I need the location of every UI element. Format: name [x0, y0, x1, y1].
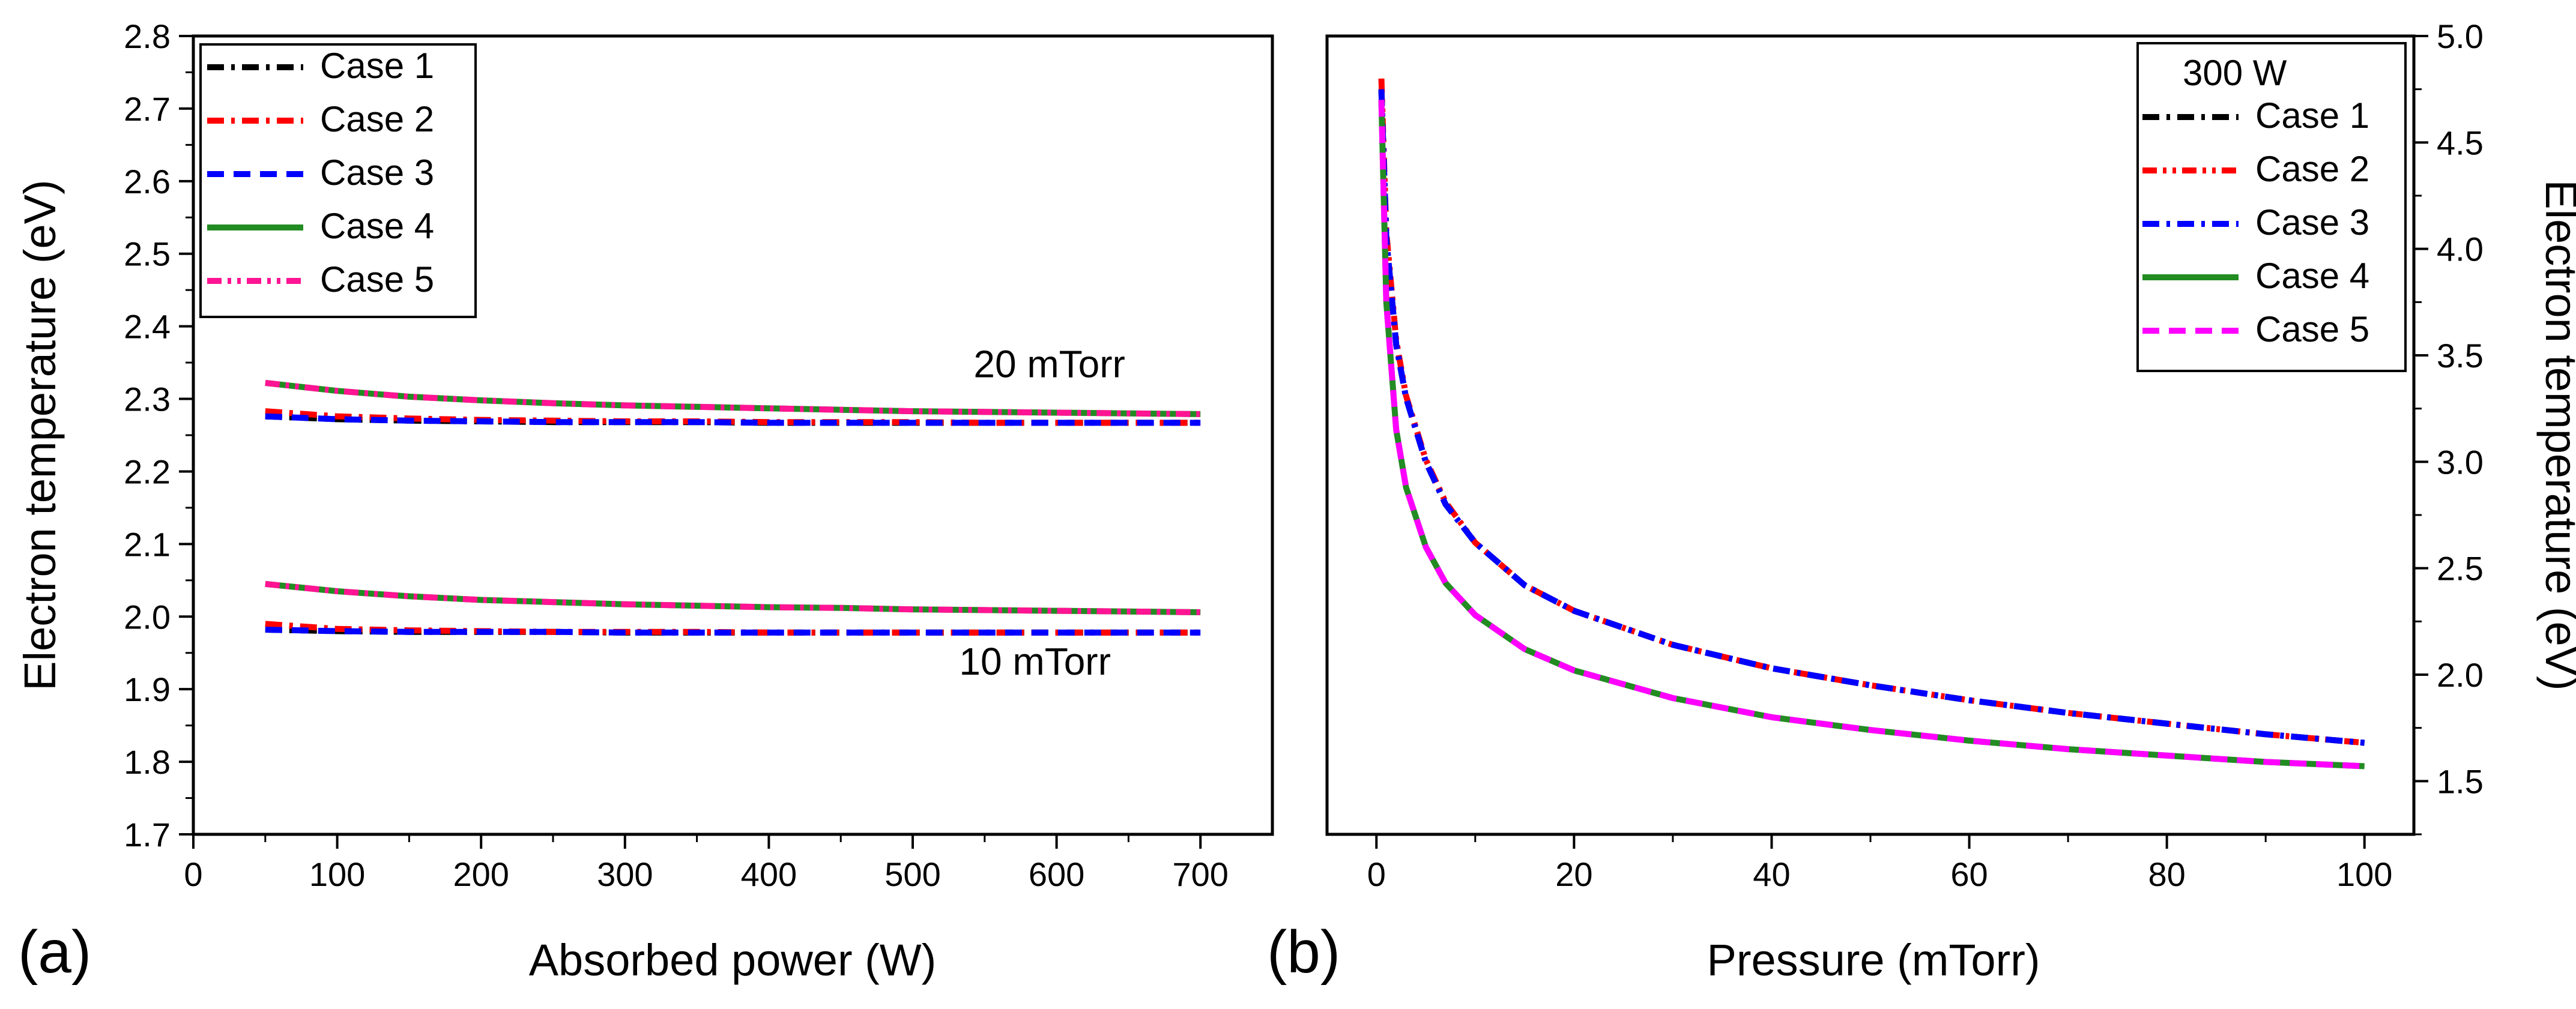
x-tick-label: 700: [1172, 855, 1228, 893]
legend-label-b-case-1: Case 1: [2255, 95, 2369, 136]
panel-a-legend: Case 1 Case 2 Case 3 Case 4 Case 5: [199, 43, 477, 318]
panel-a-series-group: [265, 379, 1201, 636]
x-tick-label: 0: [184, 855, 202, 893]
legend-label-a-case-1: Case 1: [320, 46, 434, 86]
series-line-a-case-3-10-mtorr: [265, 627, 1201, 636]
panel-b-label: (b): [1267, 918, 1340, 986]
annotation-10-mtorr: 10 mTorr: [959, 640, 1111, 683]
x-tick-label: 400: [741, 855, 797, 893]
legend-label-a-case-5: Case 5: [320, 259, 434, 300]
y-tick-label: 2.3: [124, 381, 171, 418]
x-tick-label: 0: [1367, 855, 1386, 893]
y-tick-label: 2.5: [124, 235, 171, 273]
panel-b-legend: 300 W Case 1 Case 2 Case 3 Case 4 Case 5: [2136, 42, 2407, 372]
panel-b-legend-box: [2136, 42, 2407, 372]
legend-label-a-case-3: Case 3: [320, 152, 434, 193]
y-tick-label: 2.1: [124, 525, 171, 563]
y-tick-label: 1.7: [124, 816, 171, 854]
x-tick-label: 300: [597, 855, 653, 893]
panel-a-chart: 0 100 200 300 400 500 600 700 1.7 1.8 1.9 2.0 2.1 2.…: [15, 17, 1274, 986]
x-tick-label: 60: [1950, 855, 1988, 893]
legend-label-b-case-4: Case 4: [2255, 256, 2369, 296]
panel-a-ylabel: Electron temperature (eV): [15, 179, 65, 690]
y-tick-label: 2.7: [124, 90, 171, 128]
series-line-b-case-3: [1378, 89, 2365, 746]
y-tick-label: 2.8: [124, 17, 171, 55]
x-tick-label: 200: [453, 855, 509, 893]
series-line-a-case-5-20-mtorr: [265, 379, 1201, 417]
panel-b-legend-title: 300 W: [2183, 53, 2287, 93]
y-tick-label: 5.0: [2437, 17, 2484, 55]
series-line-a-case-3-20-mtorr: [265, 413, 1201, 426]
panel-a-xlabel: Absorbed power (W): [529, 935, 937, 985]
y-tick-label: 1.5: [2437, 762, 2484, 800]
panel-b-series-group: [1378, 78, 2365, 770]
y-tick-label: 2.5: [2437, 550, 2484, 588]
panel-a-x-ticks: 0 100 200 300 400 500 600 700: [184, 834, 1229, 893]
x-tick-label: 100: [2336, 855, 2392, 893]
legend-label-b-case-3: Case 3: [2255, 202, 2369, 242]
y-tick-label: 3.5: [2437, 337, 2484, 375]
x-tick-label: 40: [1753, 855, 1790, 893]
y-tick-label: 2.6: [124, 163, 171, 200]
y-tick-label: 4.5: [2437, 124, 2484, 161]
x-tick-label: 20: [1555, 855, 1592, 893]
panel-b-xlabel: Pressure (mTorr): [1707, 935, 2040, 985]
y-tick-label: 1.9: [124, 670, 171, 708]
panel-b-ylabel: Electron temperature (eV): [2536, 179, 2576, 690]
series-line-a-case-5-10-mtorr: [265, 580, 1201, 615]
y-tick-label: 2.0: [124, 598, 171, 636]
panel-a-legend-box: [199, 43, 477, 318]
panel-b-x-ticks: 0 20 40 60 80 100: [1367, 834, 2392, 893]
y-tick-label: 2.4: [124, 308, 171, 346]
x-tick-label: 80: [2148, 855, 2185, 893]
legend-label-b-case-2: Case 2: [2255, 149, 2369, 189]
x-tick-label: 600: [1029, 855, 1084, 893]
annotation-20-mtorr: 20 mTorr: [973, 342, 1125, 385]
series-line-b-case-5: [1378, 100, 2365, 770]
y-tick-label: 4.0: [2437, 230, 2484, 268]
legend-label-a-case-2: Case 2: [320, 99, 434, 139]
panel-a-label: (a): [18, 918, 91, 986]
panel-a-y-ticks: 1.7 1.8 1.9 2.0 2.1 2.2 2.3 2.4 2.5 2.6 2.7 2.8: [124, 17, 193, 854]
y-tick-label: 1.8: [124, 743, 171, 781]
y-tick-label: 2.0: [2437, 656, 2484, 694]
legend-label-b-case-5: Case 5: [2255, 309, 2369, 349]
panel-b-y-ticks: 1.5 2.0 2.5 3.0 3.5 4.0 4.5 5.0: [2414, 17, 2484, 836]
x-tick-label: 100: [309, 855, 365, 893]
legend-label-a-case-4: Case 4: [320, 206, 434, 246]
y-tick-label: 2.2: [124, 453, 171, 490]
x-tick-label: 500: [884, 855, 940, 893]
y-tick-label: 3.0: [2437, 443, 2484, 481]
panel-b-chart: 0 20 40 60 80 100 1.5 2.0 2.5 3.0 3.5 4.0 4.5 5.0 Pr…: [1267, 17, 2576, 986]
